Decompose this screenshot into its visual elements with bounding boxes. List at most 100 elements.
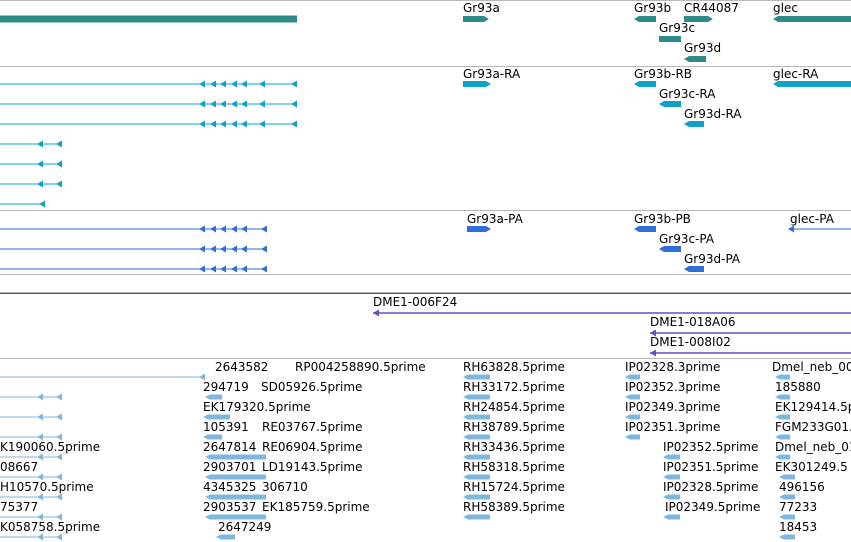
est-feature[interactable]	[775, 374, 790, 380]
transcript-arrow	[210, 100, 216, 108]
est-label: 77233	[779, 500, 817, 514]
gene-feature[interactable]	[463, 16, 489, 22]
est-feature[interactable]	[463, 414, 490, 420]
est-feature[interactable]	[775, 394, 790, 400]
est-feature[interactable]	[463, 434, 490, 440]
est-feature[interactable]	[779, 534, 795, 540]
est-feature[interactable]	[463, 474, 490, 480]
est-feature[interactable]	[625, 414, 640, 420]
transcript-arrow	[199, 80, 205, 88]
protein-label: Gr93d-PA	[684, 252, 741, 266]
est-feature[interactable]	[205, 494, 266, 500]
est-feature[interactable]	[205, 474, 266, 480]
est-label: 294719	[203, 380, 249, 394]
transcript-arrow	[231, 120, 237, 128]
est-feature[interactable]	[463, 374, 490, 380]
transcript-arrow	[259, 80, 265, 88]
protein-arrow	[241, 225, 247, 233]
gene-feature[interactable]	[634, 16, 656, 22]
est-arrow	[56, 453, 62, 461]
est-arrow	[199, 373, 205, 381]
est-feature[interactable]	[463, 514, 490, 520]
est-feature[interactable]	[663, 474, 680, 480]
est-label: 306710	[262, 480, 308, 494]
est-label: IP02352.3prime	[625, 380, 720, 394]
est-feature[interactable]	[203, 434, 222, 440]
est-label: 2647814	[203, 440, 256, 454]
protein-feature[interactable]	[684, 266, 704, 272]
gene-feature[interactable]	[773, 16, 851, 22]
est-feature[interactable]	[663, 514, 680, 520]
est-arrow	[56, 433, 62, 441]
est-label: IP02349.3prime	[625, 400, 720, 414]
protein-label: Gr93b-PB	[634, 212, 691, 226]
protein-feature[interactable]	[634, 226, 656, 232]
clone-arrow	[650, 349, 656, 357]
gene-feature[interactable]	[0, 15, 297, 23]
transcript-arrow	[220, 80, 226, 88]
est-feature[interactable]	[203, 414, 230, 420]
est-arrow	[56, 473, 62, 481]
est-label: RH33436.5prime	[463, 440, 565, 454]
est-feature[interactable]	[205, 514, 266, 520]
gene-feature[interactable]	[659, 36, 681, 42]
protein-arrow	[199, 245, 205, 253]
est-label: 18453	[779, 520, 817, 534]
transcript-feature[interactable]	[684, 121, 704, 127]
est-feature[interactable]	[775, 434, 790, 440]
transcript-feature[interactable]	[463, 81, 491, 87]
est-feature[interactable]	[463, 394, 490, 400]
est-feature[interactable]	[463, 494, 490, 500]
protein-arrow	[261, 225, 267, 233]
est-label: Dmel_neb_00	[772, 360, 851, 374]
transcript-arrow	[199, 120, 205, 128]
est-label: IP02351.5prime	[663, 460, 758, 474]
protein-feature[interactable]	[659, 246, 681, 252]
est-label: RH38789.5prime	[463, 420, 565, 434]
est-label: 2643582	[215, 360, 268, 374]
gene-feature[interactable]	[684, 56, 706, 62]
est-feature[interactable]	[625, 374, 640, 380]
protein-arrow	[261, 245, 267, 253]
protein-arrow	[261, 265, 267, 273]
est-arrow	[37, 413, 43, 421]
transcript-label: glec-RA	[773, 67, 819, 81]
est-feature[interactable]	[779, 474, 795, 480]
protein-label: glec-PA	[790, 212, 835, 226]
protein-arrow	[210, 225, 216, 233]
est-feature[interactable]	[779, 494, 795, 500]
clone-arrow	[373, 309, 379, 317]
est-feature[interactable]	[463, 454, 490, 460]
est-label: 2647249	[218, 520, 271, 534]
transcript-arrow	[199, 100, 205, 108]
est-feature[interactable]	[663, 494, 680, 500]
est-feature[interactable]	[205, 454, 266, 460]
est-feature[interactable]	[775, 454, 790, 460]
gene-feature[interactable]	[684, 16, 713, 22]
est-feature[interactable]	[663, 454, 680, 460]
est-label: K190060.5prime	[0, 440, 100, 454]
transcript-arrow	[241, 80, 247, 88]
transcript-arrow	[210, 120, 216, 128]
clone-label: DME1-006F24	[373, 295, 457, 309]
est-feature[interactable]	[779, 514, 795, 520]
protein-feature[interactable]	[467, 226, 491, 232]
est-feature[interactable]	[205, 394, 222, 400]
est-label: RH33172.5prime	[463, 380, 565, 394]
est-label: 2903537	[203, 500, 256, 514]
transcript-arrow	[241, 100, 247, 108]
protein-arrow	[199, 225, 205, 233]
est-feature[interactable]	[625, 434, 640, 440]
est-feature[interactable]	[625, 394, 640, 400]
est-feature[interactable]	[216, 534, 235, 540]
est-feature[interactable]	[775, 414, 790, 420]
transcript-arrow	[56, 160, 62, 168]
est-label: EK185759.5prime	[262, 500, 370, 514]
transcript-arrow	[259, 120, 265, 128]
est-arrow	[37, 533, 43, 541]
transcript-feature[interactable]	[659, 101, 681, 107]
transcript-feature[interactable]	[634, 81, 656, 87]
protein-arrow	[220, 265, 226, 273]
